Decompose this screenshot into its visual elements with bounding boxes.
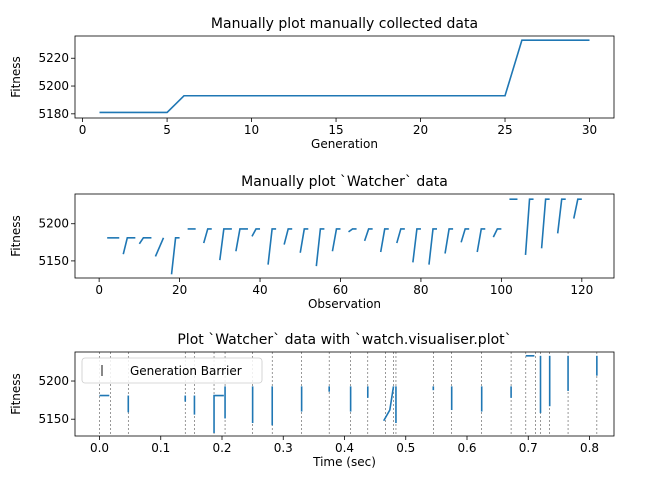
- data-segment: [428, 228, 438, 265]
- data-segment: [331, 228, 341, 252]
- plot-area: [99, 352, 598, 436]
- x-tick-label: 100: [490, 283, 513, 297]
- x-tick-label: 0.2: [212, 441, 231, 455]
- x-tick-label: 0: [95, 283, 103, 297]
- x-axis-label: Generation: [311, 137, 378, 151]
- x-tick-label: 120: [570, 283, 593, 297]
- y-tick-label: 5180: [38, 107, 69, 121]
- y-axis-label: Fitness: [9, 215, 23, 257]
- data-segment: [122, 237, 136, 255]
- legend-box: [81, 357, 263, 384]
- x-tick-label: 0.5: [396, 441, 415, 455]
- data-segment: [492, 228, 502, 238]
- x-tick-label: 0.7: [519, 441, 538, 455]
- x-tick-label: 25: [497, 123, 512, 137]
- data-segment: [202, 228, 212, 244]
- data-segment: [540, 198, 550, 249]
- panel-title: Manually plot manually collected data: [211, 16, 478, 32]
- data-segment: [476, 228, 486, 253]
- y-tick-label: 5150: [38, 412, 69, 426]
- x-tick-label: 0: [79, 123, 87, 137]
- data-segment: [235, 228, 248, 252]
- x-axis-label: Time (sec): [312, 455, 376, 469]
- data-segment: [170, 237, 180, 275]
- data-segment: [299, 228, 309, 253]
- x-tick-label: 30: [582, 123, 597, 137]
- data-segment: [412, 228, 421, 263]
- data-segment: [251, 228, 261, 237]
- axes-frame: [74, 193, 615, 279]
- data-segment: [444, 228, 454, 254]
- y-tick-label: 5150: [38, 254, 69, 268]
- panel-3: Plot `Watcher` data with `watch.visualis…: [9, 332, 615, 469]
- legend-label: Generation Barrier: [130, 364, 242, 378]
- x-tick-label: 40: [252, 283, 267, 297]
- data-segment: [267, 228, 277, 265]
- x-tick-label: 0.1: [151, 441, 170, 455]
- x-tick-label: 20: [413, 123, 428, 137]
- data-segment: [556, 198, 566, 234]
- data-segment: [363, 228, 373, 242]
- x-tick-label: 15: [328, 123, 343, 137]
- data-segment: [379, 228, 389, 253]
- x-tick-label: 10: [244, 123, 259, 137]
- x-tick-label: 0.8: [580, 441, 599, 455]
- data-segment: [524, 198, 534, 256]
- x-tick-label: 80: [413, 283, 428, 297]
- y-axis-label: Fitness: [9, 56, 23, 98]
- x-tick-label: 0.3: [274, 441, 293, 455]
- y-tick-label: 5200: [38, 217, 69, 231]
- panel-title: Manually plot `Watcher` data: [241, 174, 448, 190]
- y-tick-label: 5220: [38, 51, 69, 65]
- data-segment: [315, 228, 325, 267]
- y-tick-label: 5200: [38, 374, 69, 388]
- x-tick-label: 0.4: [335, 441, 354, 455]
- axes-frame: [74, 35, 615, 119]
- x-tick-label: 0.6: [457, 441, 476, 455]
- panel-title: Plot `Watcher` data with `watch.visualis…: [177, 332, 511, 348]
- x-tick-label: 0.0: [90, 441, 109, 455]
- data-segment: [396, 228, 405, 244]
- x-tick-label: 60: [333, 283, 348, 297]
- panel-2: Manually plot `Watcher` data 0 20 40 60 80 100…: [9, 174, 615, 311]
- data-segment: [348, 228, 357, 233]
- data-segment: [383, 386, 395, 422]
- plot-area: [107, 198, 582, 275]
- x-tick-label: 20: [172, 283, 187, 297]
- plot-area: [99, 39, 590, 114]
- x-axis-label: Observation: [308, 297, 381, 311]
- data-segment: [283, 228, 293, 245]
- legend: Generation Barrier: [81, 357, 263, 384]
- data-segment: [572, 198, 582, 219]
- data-segment: [460, 228, 470, 243]
- y-tick-label: 5200: [38, 79, 69, 93]
- data-segment: [213, 394, 224, 433]
- y-axis-label: Fitness: [9, 373, 23, 415]
- data-line: [99, 39, 590, 114]
- axes-frame: [74, 351, 615, 437]
- data-segment: [154, 237, 165, 257]
- data-segment: [138, 237, 152, 245]
- x-tick-label: 5: [163, 123, 171, 137]
- data-segment: [219, 228, 232, 261]
